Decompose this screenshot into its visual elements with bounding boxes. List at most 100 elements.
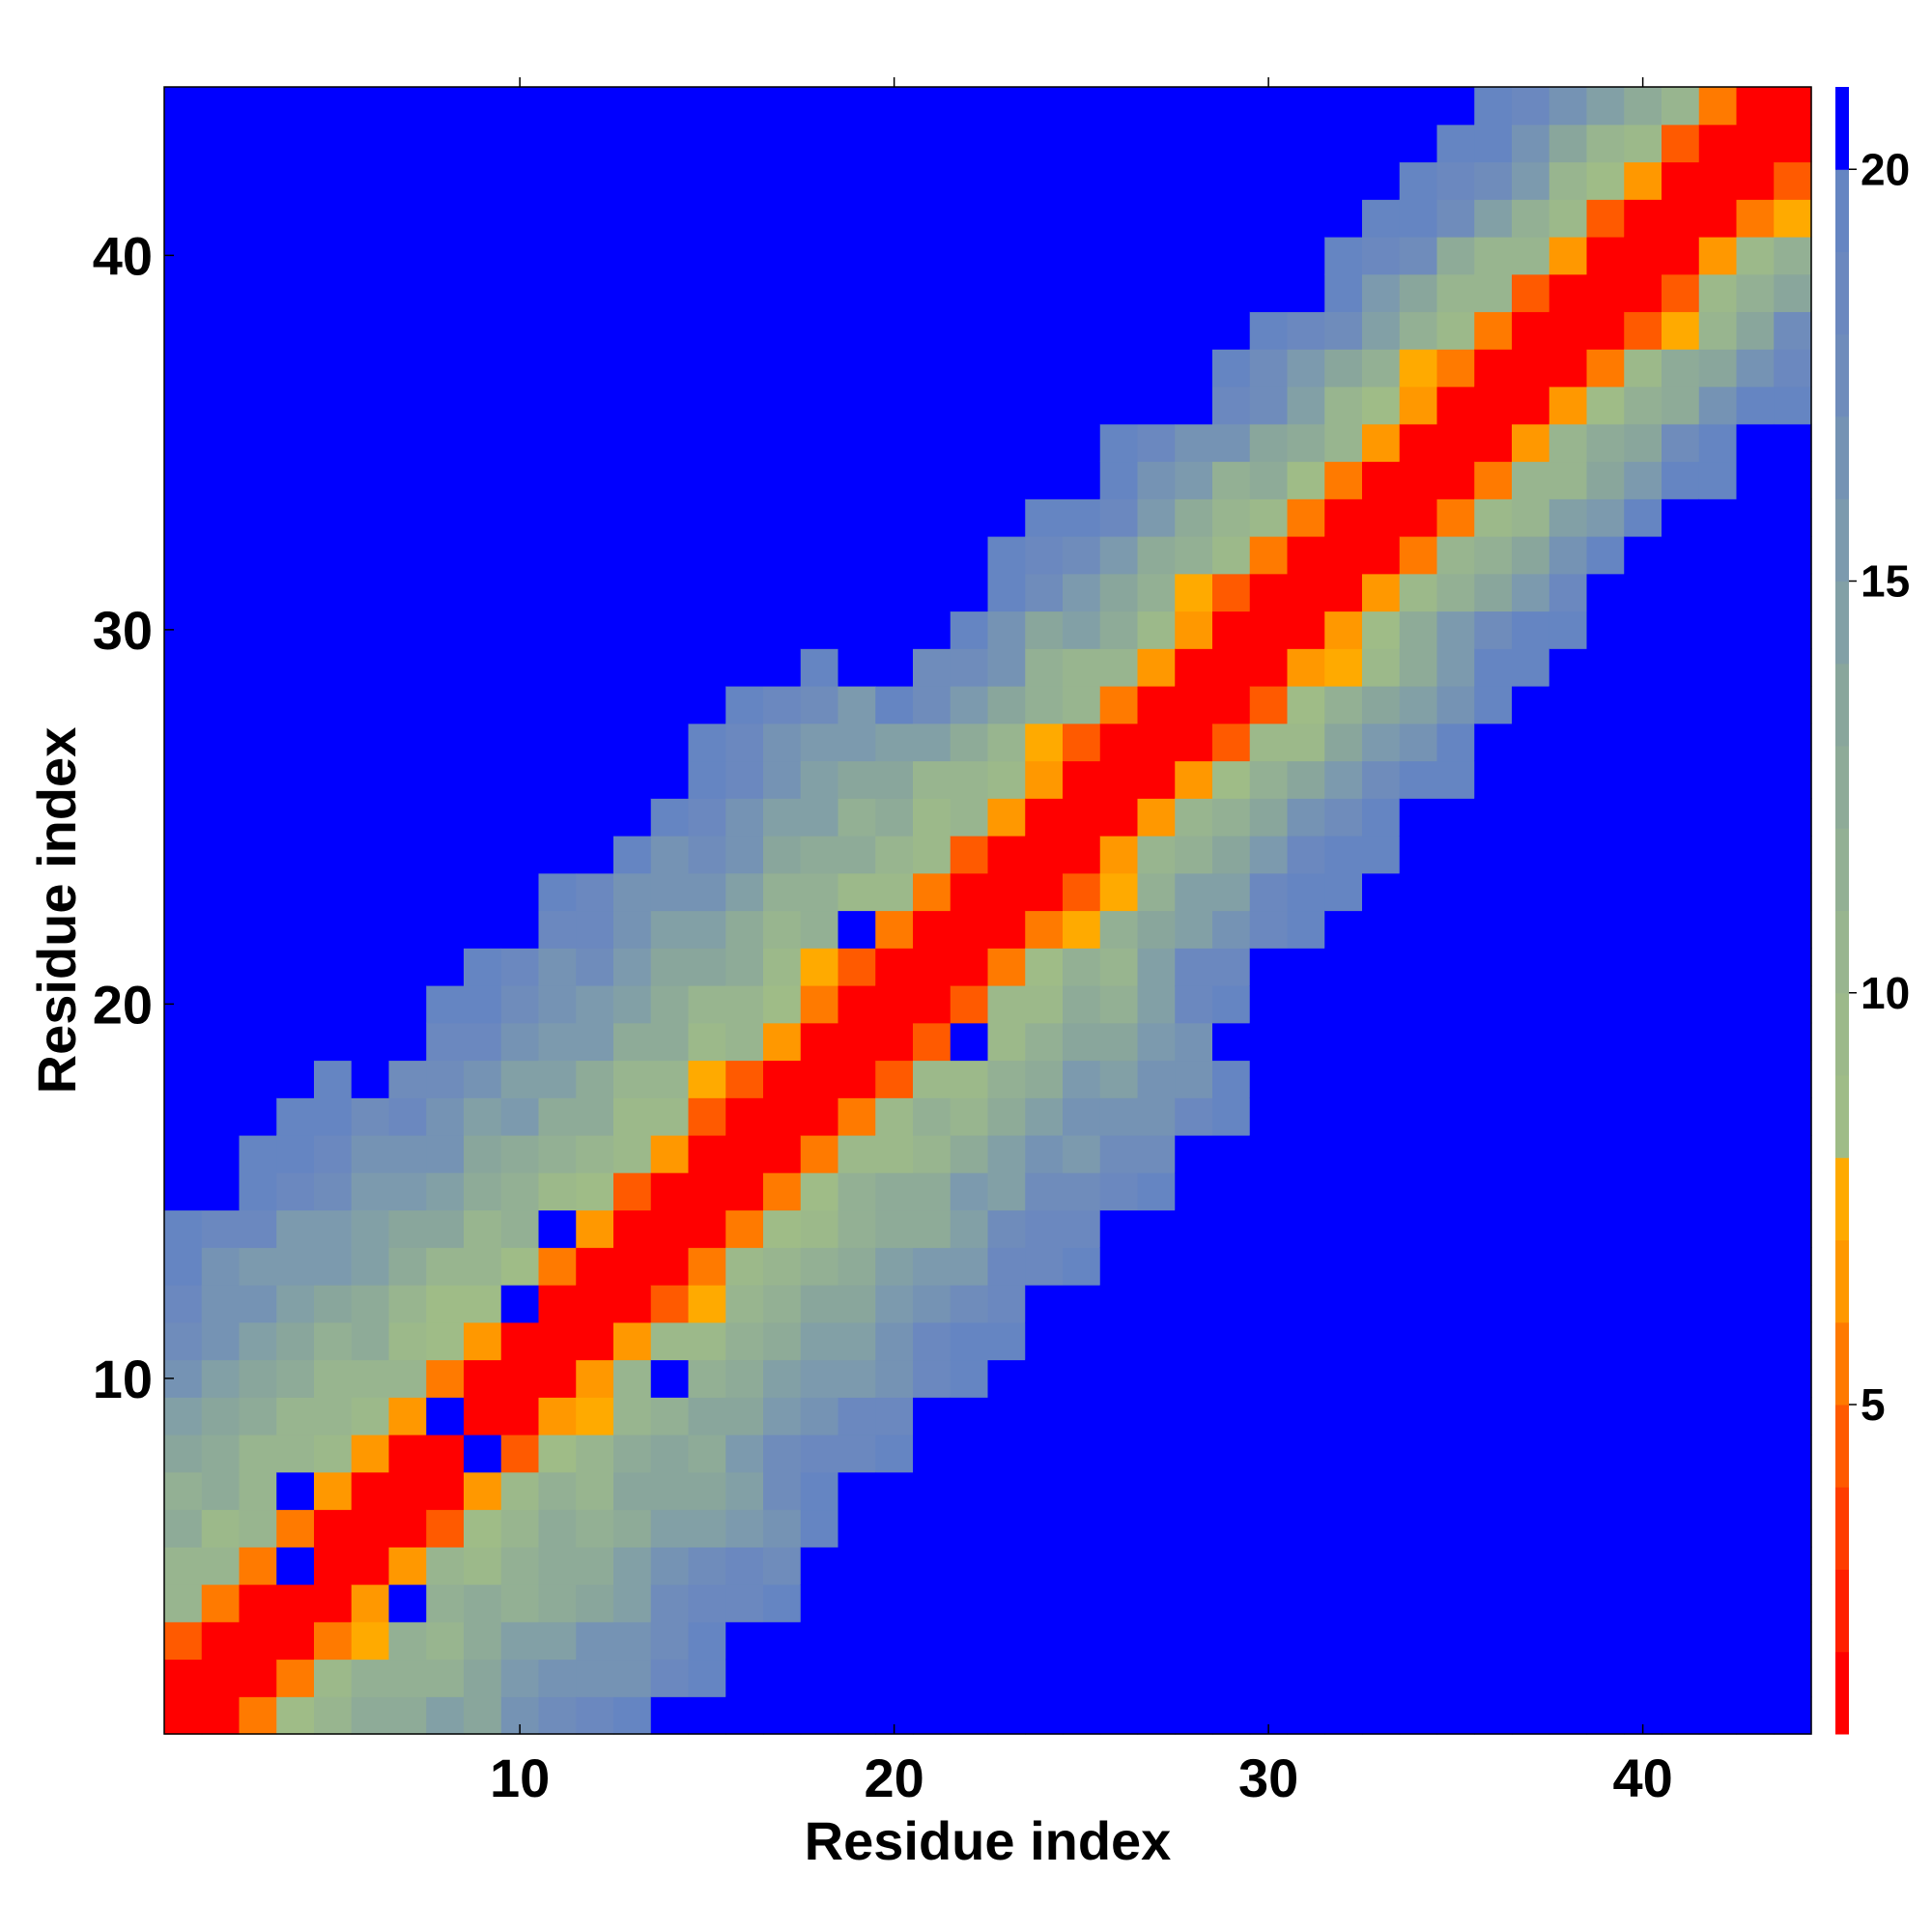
heatmap-cell	[1436, 1471, 1475, 1511]
heatmap-cell	[1774, 1696, 1812, 1735]
heatmap-cell	[1436, 386, 1475, 425]
heatmap-cell	[838, 1285, 876, 1323]
heatmap-cell	[1436, 1659, 1475, 1697]
heatmap-cell	[950, 760, 989, 799]
heatmap-cell	[1175, 461, 1213, 499]
heatmap-cell	[1063, 161, 1101, 200]
heatmap-cell	[688, 872, 726, 912]
heatmap-cell	[1212, 1060, 1251, 1098]
heatmap-cell	[1624, 1509, 1662, 1548]
heatmap-cell	[276, 686, 315, 724]
heatmap-cell	[688, 1135, 726, 1174]
heatmap-cell	[650, 423, 690, 463]
heatmap-cell	[763, 1172, 802, 1211]
heatmap-cell	[987, 87, 1026, 126]
heatmap-cell	[913, 349, 952, 387]
heatmap-cell	[1137, 1321, 1176, 1361]
heatmap-cell	[1436, 1359, 1475, 1398]
heatmap-cell	[1512, 124, 1550, 163]
heatmap-cell	[201, 760, 241, 799]
heatmap-cell	[1548, 161, 1588, 200]
heatmap-cell	[1137, 498, 1176, 537]
heatmap-cell	[987, 1097, 1026, 1136]
heatmap-cell	[314, 1696, 353, 1735]
heatmap-cell	[1662, 760, 1700, 799]
heatmap-cell	[201, 611, 241, 649]
heatmap-cell	[1249, 1359, 1289, 1398]
heatmap-cell	[725, 1172, 764, 1211]
heatmap-cell	[800, 1621, 839, 1661]
heatmap-cell	[1586, 872, 1625, 912]
heatmap-cell	[688, 87, 726, 126]
heatmap-cell	[838, 386, 876, 425]
heatmap-cell	[538, 1435, 577, 1473]
heatmap-cell	[688, 1285, 726, 1323]
heatmap-cell	[1774, 1397, 1812, 1435]
heatmap-cell	[351, 948, 390, 986]
heatmap-cell	[1736, 1696, 1775, 1735]
heatmap-cell	[950, 1060, 989, 1098]
heatmap-cell	[1548, 836, 1588, 874]
heatmap-cell	[1662, 1584, 1700, 1623]
heatmap-cell	[1736, 948, 1775, 986]
heatmap-cell	[1474, 836, 1513, 874]
heatmap-cell	[314, 1547, 353, 1585]
heatmap-cell	[314, 910, 353, 949]
heatmap-cell	[763, 836, 802, 874]
heatmap-cell	[987, 1022, 1026, 1062]
heatmap-cell	[1512, 1060, 1550, 1098]
heatmap-cell	[1175, 1435, 1213, 1473]
heatmap-cell	[1025, 1097, 1064, 1136]
heatmap-cell	[613, 1509, 652, 1548]
heatmap-cell	[1436, 1135, 1475, 1174]
heatmap-cell	[500, 573, 540, 612]
heatmap-cell	[950, 349, 989, 387]
heatmap-cell	[1287, 1397, 1325, 1435]
heatmap-cell	[1624, 948, 1662, 986]
heatmap-cell	[800, 273, 839, 313]
heatmap-cell	[1249, 686, 1289, 724]
heatmap-cell	[800, 836, 839, 874]
heatmap-cell	[1474, 124, 1513, 163]
heatmap-cell	[538, 611, 577, 649]
heatmap-cell	[1586, 760, 1625, 799]
heatmap-cell	[1548, 386, 1588, 425]
heatmap-cell	[1586, 723, 1625, 762]
heatmap-cell	[1324, 199, 1363, 238]
heatmap-cell	[1063, 536, 1101, 575]
heatmap-cell	[1474, 311, 1513, 350]
heatmap-cell	[576, 1621, 614, 1661]
heatmap-cell	[276, 1097, 315, 1136]
heatmap-cell	[1099, 1209, 1139, 1248]
heatmap-cell	[1249, 1060, 1289, 1098]
heatmap-cell	[314, 648, 353, 687]
heatmap-cell	[276, 1547, 315, 1585]
heatmap-cell	[388, 1584, 427, 1623]
heatmap-cell	[1362, 985, 1401, 1024]
heatmap-cell	[1399, 798, 1438, 837]
heatmap-cell	[1137, 199, 1176, 238]
heatmap-cell	[1512, 1659, 1550, 1697]
heatmap-cell	[500, 536, 540, 575]
heatmap-cell	[500, 1359, 540, 1398]
heatmap-cell	[464, 1060, 502, 1098]
heatmap-cell	[1586, 985, 1625, 1024]
heatmap-cell	[725, 910, 764, 949]
heatmap-cell	[1662, 237, 1700, 275]
heatmap-cell	[1099, 836, 1139, 874]
heatmap-cell	[1586, 311, 1625, 350]
heatmap-cell	[239, 1172, 277, 1211]
heatmap-cell	[1025, 349, 1064, 387]
heatmap-cell	[800, 87, 839, 126]
heatmap-cell	[1175, 1621, 1213, 1661]
heatmap-cell	[688, 1321, 726, 1361]
heatmap-cell	[1548, 723, 1588, 762]
heatmap-cell	[1137, 686, 1176, 724]
heatmap-cell	[688, 273, 726, 313]
heatmap-cell	[500, 648, 540, 687]
heatmap-cell	[576, 1584, 614, 1623]
heatmap-cell	[538, 1659, 577, 1697]
heatmap-cell	[1025, 498, 1064, 537]
heatmap-cell	[351, 1135, 390, 1174]
heatmap-cell	[276, 760, 315, 799]
